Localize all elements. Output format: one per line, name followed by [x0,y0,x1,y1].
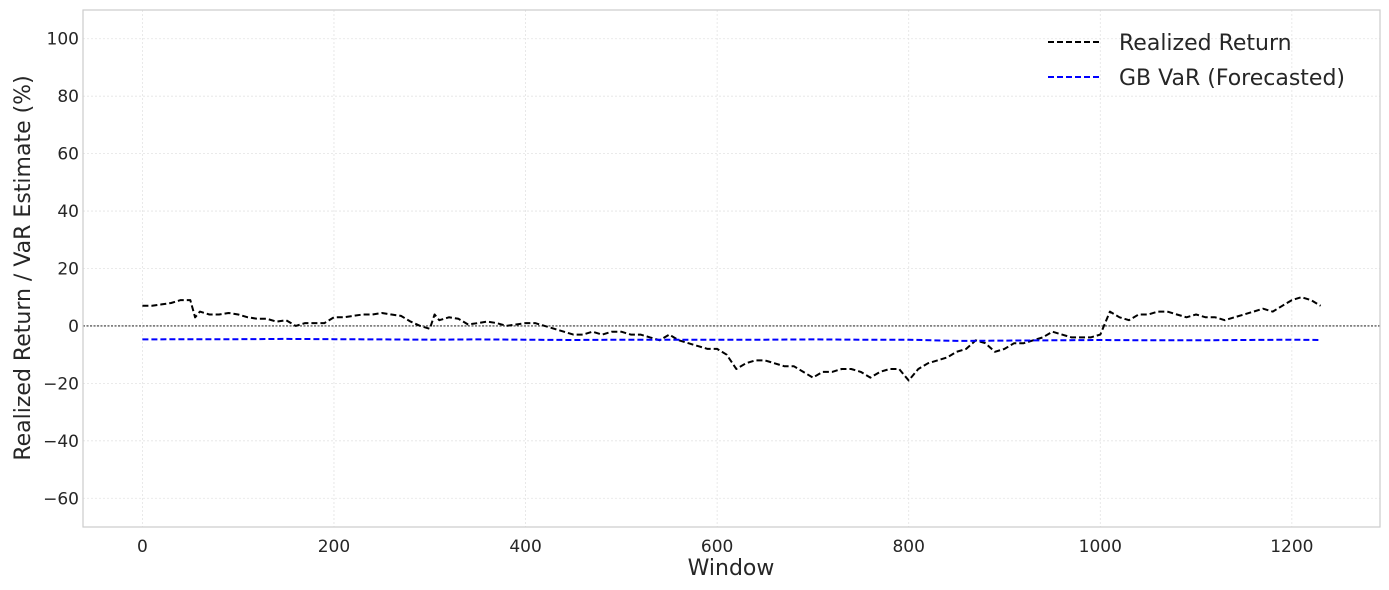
plot-frame [82,9,1381,528]
x-tick-label: 1200 [1270,537,1313,557]
y-tick-label: 100 [47,30,79,50]
y-tick-labels: −60 −40 −20 0 20 40 60 80 100 [43,30,79,510]
legend-label-realized-return: Realized Return [1119,31,1292,56]
y-tick-label: 60 [57,145,79,165]
y-axis-label: Realized Return / VaR Estimate (%) [11,75,36,460]
legend-label-gb-var: GB VaR (Forecasted) [1119,66,1345,91]
series-line-gb-var-forecasted [142,337,1321,342]
y-tick-label: 0 [68,317,79,337]
x-tick-label: 0 [137,537,148,557]
y-tick-label: −20 [43,374,79,394]
x-axis-label: Window [688,556,775,581]
series-lines [142,296,1322,382]
y-tick-label: 80 [57,87,79,107]
y-tick-label: −60 [43,489,79,509]
x-tick-label: 200 [318,537,350,557]
x-tick-label: 400 [509,537,541,557]
x-tick-label: 600 [701,537,733,557]
grid-lines [83,10,1380,527]
y-tick-label: −40 [43,432,79,452]
series-line-realized-return [142,296,1322,382]
x-tick-label: 1000 [1079,537,1122,557]
legend: Realized Return GB VaR (Forecasted) [1048,31,1345,91]
x-tick-label: 800 [892,537,924,557]
x-tick-labels: 0 200 400 600 800 1000 1200 [137,537,1314,557]
y-tick-label: 40 [57,202,79,222]
y-tick-label: 20 [57,260,79,280]
